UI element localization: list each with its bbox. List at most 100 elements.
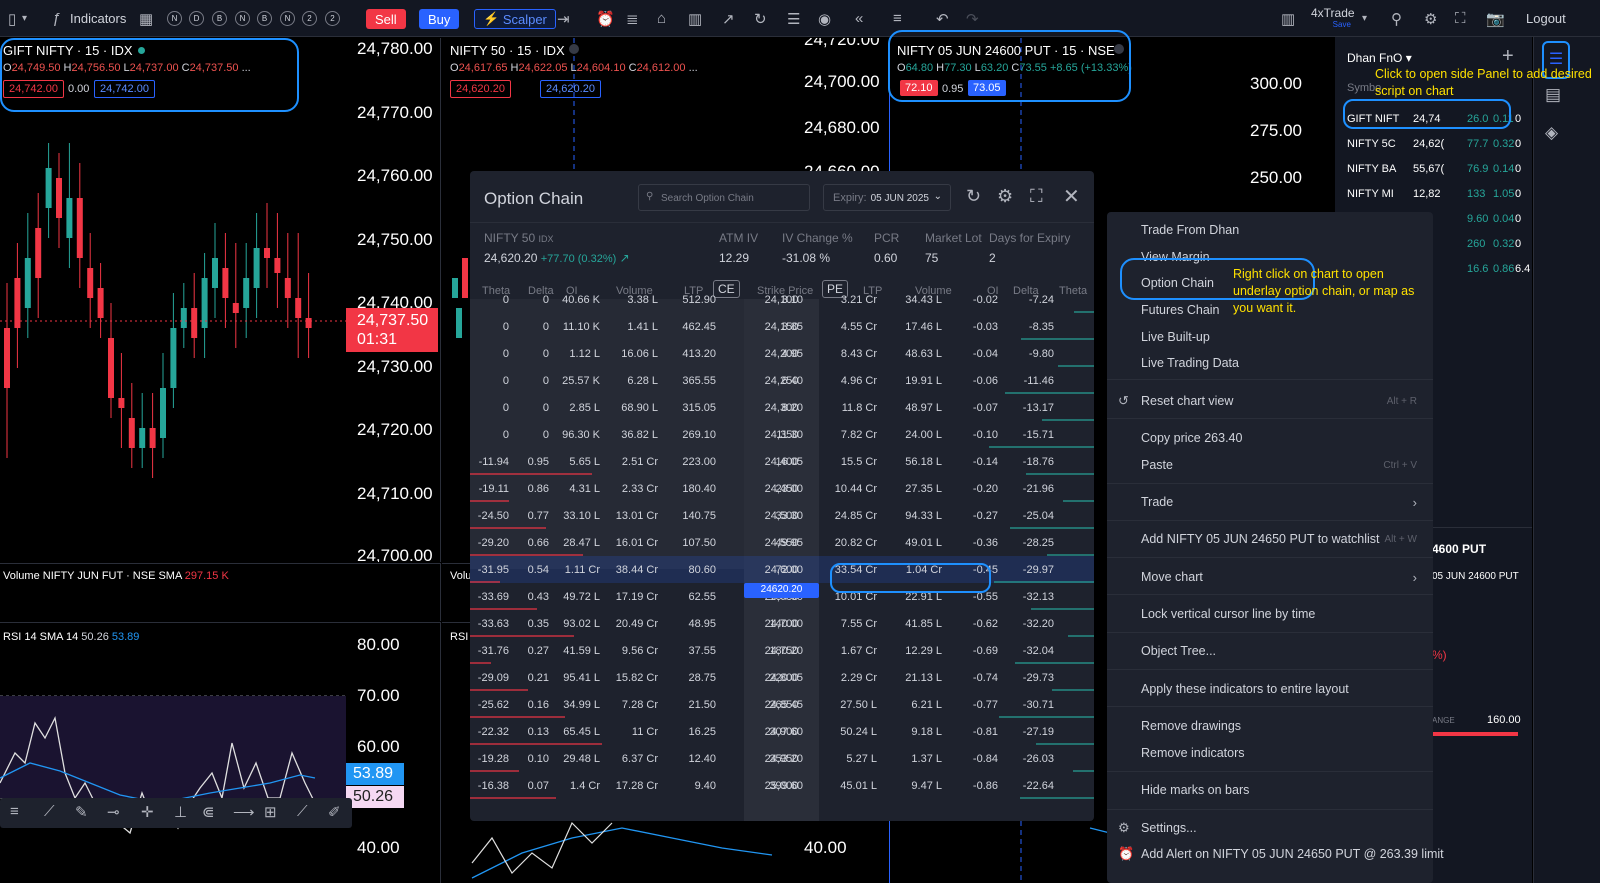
pill-2b[interactable]: 2 [325,11,340,26]
minus-icon[interactable] [1114,44,1124,54]
menu-item[interactable]: View Margin [1141,250,1210,264]
ask-box[interactable]: 73.05 [968,80,1006,96]
option-row[interactable]: 0 0 2.85 L 68.90 L 315.05 24,300 8.20 11.8 Cr 48… [470,394,1094,421]
grid-icon[interactable]: ⊞ [264,804,277,821]
symbol-title[interactable]: NIFTY 50 · 15 · IDX [450,43,565,58]
pill-d[interactable]: D [189,11,204,26]
menu-item[interactable]: Add Alert on NIFTY 05 JUN 24650 PUT @ 26… [1141,847,1444,861]
undo-icon[interactable]: ↶ [936,10,949,28]
exit-icon[interactable]: ⇥ [557,10,570,28]
fib-icon[interactable]: ⋐ [202,804,215,821]
gear-icon[interactable]: ⚙ [997,186,1014,206]
watchlist-title[interactable]: Dhan FnO ▾ [1347,51,1412,65]
rewind-icon[interactable]: « [855,10,864,27]
pill-n2[interactable]: N [235,11,250,26]
menu-item[interactable]: Futures Chain [1141,303,1220,317]
sell-button[interactable]: Sell [366,9,406,29]
ce-tag[interactable]: CE [713,280,740,298]
cross-icon[interactable]: ✛ [141,804,154,821]
redo-icon[interactable]: ↷ [966,10,979,28]
signal-icon[interactable]: ◉ [818,10,832,28]
gear-icon[interactable]: ⚙ [1424,10,1438,28]
option-row[interactable]: -16.38 0.07 1.4 Cr 17.28 Cr 9.40 25,000 399.60… [470,772,1094,799]
option-row[interactable]: -19.28 0.10 29.48 L 6.37 Cr 12.40 24,950 353.2… [470,745,1094,772]
depth-icon[interactable]: ≣ [626,10,639,28]
option-row[interactable]: -31.95 0.54 1.11 Cr 38.44 Cr 80.60 24,600 72.0… [470,556,1094,583]
layers-icon[interactable]: ◈ [1545,123,1559,142]
rsi-pane[interactable]: RSI 14 SMA 14 50.26 53.89 80.00 70.00 60… [0,622,441,883]
scalper-button[interactable]: ⚡ Scalper [474,9,556,29]
templates-icon[interactable]: ▦ [139,10,154,28]
fullscreen-icon[interactable]: ⛶ [1030,186,1043,206]
option-row[interactable]: 0 0 25.57 K 6.28 L 365.55 24,250 6.40 4.96 Cr 19… [470,367,1094,394]
pill-n3[interactable]: N [280,11,295,26]
zoom-icon[interactable]: ⚲ [1391,10,1402,28]
alarm-icon[interactable]: ⏰ [596,10,615,28]
refresh-icon[interactable]: ↻ [966,186,982,206]
option-row[interactable]: -33.63 0.35 93.02 L 20.49 Cr 48.95 24,700 140.… [470,610,1094,637]
sliders-icon[interactable]: ☰ [787,10,801,28]
option-row[interactable]: 0 0 96.30 K 36.82 L 269.10 24,350 11.30 7.82 Cr… [470,421,1094,448]
menu-item[interactable]: Option Chain [1141,276,1214,290]
ask-box[interactable]: 24,620.20 [540,80,601,98]
lines-icon[interactable]: ≡ [10,803,19,820]
indicators-button[interactable]: Indicators [70,11,127,26]
pill-b[interactable]: B [212,11,227,26]
menu-item[interactable]: Trade From Dhan [1141,223,1240,237]
path-icon[interactable]: ⟋ [297,803,308,820]
menu-item[interactable]: Live Trading Data [1141,356,1239,370]
hline-icon[interactable]: ⊸ [107,804,120,821]
pe-tag[interactable]: PE [822,280,849,298]
menu-item[interactable]: Live Built-up [1141,330,1210,344]
option-row[interactable]: -25.62 0.16 34.99 L 7.28 Cr 21.50 24,850 265.4… [470,691,1094,718]
pen-icon[interactable]: ✐ [328,804,341,821]
watchlist-toggle-icon[interactable]: ☰ [1542,41,1570,79]
ask-box[interactable]: 24,742.00 [94,80,155,98]
option-row[interactable]: -22.32 0.13 65.45 L 11 Cr 16.25 24,900 307.60 5… [470,718,1094,745]
menu-item[interactable]: Remove indicators [1141,746,1245,760]
lines-icon[interactable]: ≡ [893,10,902,27]
menu-item[interactable]: Add NIFTY 05 JUN 24650 PUT to watchlist [1141,532,1380,546]
chart-pane-gift-nifty[interactable]: GIFT NIFTY · 15 · IDX O24,749.50 H24,756… [0,38,441,562]
external-link-icon[interactable]: ↗ [722,10,735,28]
menu-item[interactable]: Remove drawings [1141,719,1242,733]
bid-box[interactable]: 72.10 [900,80,938,96]
buy-button[interactable]: Buy [419,9,460,29]
bars-icon[interactable]: ▥ [688,10,703,28]
option-row[interactable]: -11.94 0.95 5.65 L 2.51 Cr 223.00 24,400 16.05… [470,448,1094,475]
refresh-icon[interactable]: ↻ [754,10,767,28]
add-icon[interactable]: + [1502,45,1514,67]
menu-item[interactable]: Reset chart view [1141,394,1234,408]
menu-item[interactable]: Trade [1141,495,1174,509]
vline-icon[interactable]: ⊥ [174,804,188,821]
watchlist-row[interactable]: NIFTY BA 55,67(76.9 0.14 0 [1335,157,1532,182]
option-row[interactable]: -29.20 0.66 28.47 L 16.01 Cr 107.50 24,550 49.… [470,529,1094,556]
option-row[interactable]: -31.76 0.27 41.59 L 9.56 Cr 37.55 24,750 180.2… [470,637,1094,664]
option-row[interactable]: 0 0 40.66 K 3.38 L 512.90 24,100 3.10 3.21 Cr 34… [470,286,1094,313]
menu-item[interactable]: Copy price 263.40 [1141,431,1243,445]
search-input[interactable]: ⚲ Search Option Chain [638,184,810,211]
trendline-icon[interactable]: ⟋ [44,803,55,820]
menu-item[interactable]: Move chart [1141,570,1203,584]
chevron-down-icon[interactable]: ▾ [1362,13,1368,24]
option-row[interactable]: -29.09 0.21 95.41 L 15.82 Cr 28.75 24,800 220.… [470,664,1094,691]
news-icon[interactable]: ▤ [1545,85,1562,104]
option-row[interactable]: 0 0 11.10 K 1.41 L 462.45 24,150 3.85 4.55 Cr 17… [470,313,1094,340]
layout-selector[interactable]: 4xTrade Save [1311,0,1355,37]
brush-icon[interactable]: ✎ [75,804,88,821]
pill-2[interactable]: 2 [302,11,317,26]
menu-item[interactable]: Lock vertical cursor line by time [1141,607,1316,621]
option-row[interactable]: -19.11 0.86 4.31 L 2.33 Cr 180.40 24,450 23.00… [470,475,1094,502]
option-row[interactable]: -24.50 0.77 33.10 L 13.01 Cr 140.75 24,500 33.… [470,502,1094,529]
menu-item[interactable]: Apply these indicators to entire layout [1141,682,1349,696]
volume-pane[interactable]: Volume NIFTY JUN FUT · NSE SMA 297.15 K [0,563,441,621]
menu-icon[interactable]: ▯ [8,10,17,28]
close-icon[interactable]: ✕ [1063,186,1080,208]
watchlist-row[interactable]: NIFTY MI 12,82 133 1.05 0 [1335,182,1532,207]
expiry-select[interactable]: Expiry: 05 JUN 2025 ⌄ [823,184,951,211]
pill-b2[interactable]: B [257,11,272,26]
symbol-title[interactable]: GIFT NIFTY · 15 · IDX [3,43,133,58]
watchlist-row[interactable]: NIFTY 5C 24,62(77.7 0.32 0 [1335,132,1532,157]
logout-button[interactable]: Logout [1526,11,1566,26]
fullscreen-icon[interactable]: ⛶ [1455,10,1466,27]
